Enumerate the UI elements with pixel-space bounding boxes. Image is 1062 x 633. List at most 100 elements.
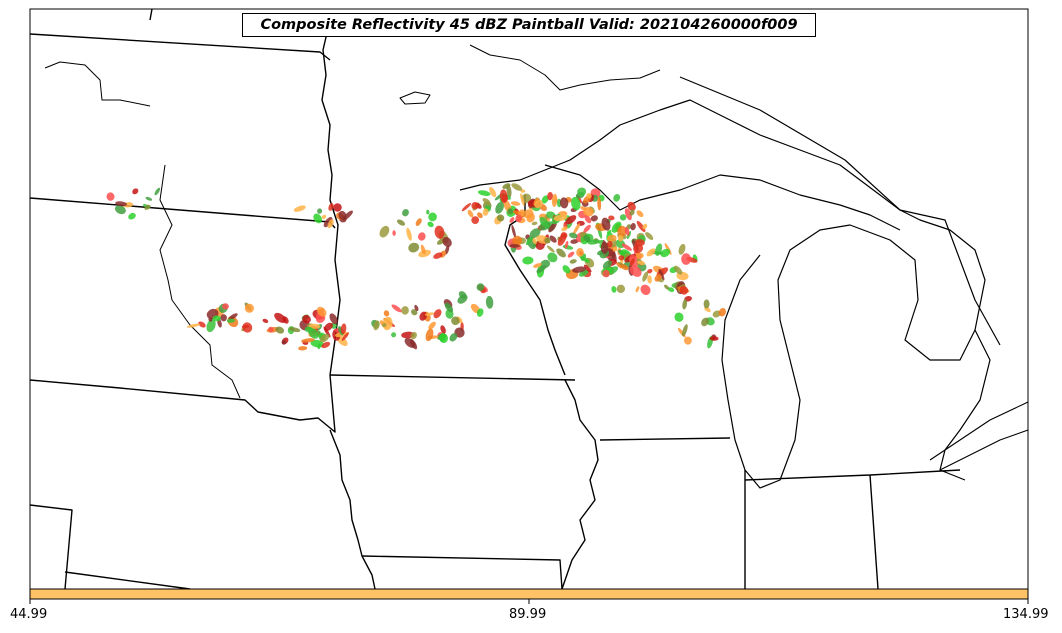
paintball-blob <box>573 223 581 235</box>
colorbar-tick-label: 44.99 <box>10 607 48 622</box>
paintball-blob <box>616 284 625 293</box>
paintball-blob <box>570 239 579 244</box>
paintball-blob <box>301 338 315 343</box>
paintball-blob <box>262 318 269 323</box>
paintball-blob <box>427 221 434 228</box>
paintball-blob <box>417 232 426 241</box>
sd-ne-border <box>29 374 336 433</box>
missouri-river <box>159 164 241 399</box>
paintball-blob <box>477 190 491 196</box>
paintball-blob <box>525 236 534 246</box>
paintball-blob <box>613 194 621 202</box>
paintball-blob <box>546 245 555 253</box>
paintball-blob <box>212 315 222 322</box>
paintball-blob <box>616 262 622 268</box>
paintball-blob <box>321 341 331 349</box>
paintball-blob <box>553 214 568 222</box>
paintball-blob <box>420 244 426 255</box>
paintball-blob <box>411 309 418 316</box>
paintball-blob <box>373 320 380 331</box>
paintball-blob <box>617 225 627 237</box>
colorbar-tick-label: 134.99 <box>1003 607 1049 622</box>
paintball-blob <box>630 222 636 231</box>
colorbar <box>29 588 1029 600</box>
paintball-blob <box>569 259 577 264</box>
paintball-blob <box>654 274 662 282</box>
paintball-blob <box>242 322 253 333</box>
paintball-blob <box>567 251 575 258</box>
paintball-blob <box>382 323 387 328</box>
paintball-blob <box>612 247 618 252</box>
paintball-blob <box>548 222 557 233</box>
ne-ks-borders <box>29 504 191 590</box>
paintball-blob <box>547 192 554 201</box>
paintball-blob <box>302 314 311 324</box>
paintball-blob <box>410 331 417 340</box>
paintball-blob <box>590 215 598 222</box>
paintball-blob <box>583 234 591 243</box>
ia-west-border <box>329 429 376 590</box>
paintball-blob <box>678 243 686 255</box>
paintball-blob <box>222 303 229 310</box>
paintball-blob <box>618 255 625 261</box>
paintball-blob <box>396 219 406 226</box>
paintball-blob <box>606 240 613 248</box>
paintball-blob <box>471 201 479 210</box>
paintball-blob <box>642 271 649 282</box>
paintball-blob <box>709 336 719 341</box>
paintball-blob <box>333 203 342 212</box>
paintball-blob <box>673 265 683 275</box>
paintball-blob <box>624 208 632 221</box>
paintball-blob <box>449 333 458 342</box>
paintball-blob <box>617 234 624 242</box>
paintball-blob <box>206 319 216 333</box>
paintball-blob <box>531 237 537 245</box>
paintball-blob <box>541 195 549 204</box>
paintball-blob <box>340 323 347 335</box>
mn-ia-border <box>329 374 576 381</box>
paintball-blob <box>636 210 644 218</box>
paintball-blob <box>198 321 206 328</box>
paintball-blob <box>482 198 491 205</box>
paintball-blob <box>439 333 449 343</box>
paintball-blob <box>511 183 523 191</box>
paintball-blob <box>510 201 521 206</box>
paintball-blob <box>341 332 349 341</box>
mn-west-border <box>321 19 341 376</box>
paintball-blob <box>509 217 515 223</box>
paintball-blob <box>226 318 235 323</box>
paintball-blob <box>629 258 635 267</box>
paintball-blob <box>317 208 323 214</box>
paintball-blob <box>451 316 460 326</box>
paintball-blob <box>620 264 629 271</box>
paintball-blob <box>424 312 435 316</box>
lake-michigan-shore <box>721 224 976 489</box>
paintball-blob <box>682 299 688 310</box>
ontario-border <box>679 76 1001 346</box>
map-title: Composite Reflectivity 45 dBZ Paintball … <box>242 13 816 37</box>
paintball-blob <box>228 313 238 320</box>
lake-superior-shore <box>459 99 991 481</box>
paintball-blob <box>382 316 393 331</box>
paintball-blob <box>461 202 472 212</box>
paintball-blob <box>531 221 538 226</box>
paintball-blob <box>572 266 587 273</box>
paintball-blob <box>281 340 287 345</box>
paintball-blob <box>559 197 569 209</box>
paintball-blob <box>679 285 689 295</box>
paintball-blob <box>383 310 390 317</box>
paintball-blob <box>718 307 727 317</box>
lake-erie-shore <box>929 401 1029 471</box>
paintball-blob <box>444 302 454 313</box>
paintball-blob <box>642 223 648 230</box>
paintball-blob <box>442 236 452 248</box>
paintball-blob <box>115 201 127 207</box>
paintball-blob <box>433 309 442 319</box>
paintball-blob <box>645 232 654 240</box>
paintball-blob <box>433 252 443 259</box>
paintball-blob <box>328 203 334 211</box>
paintball-blob <box>275 326 285 334</box>
paintball-blob <box>515 214 523 223</box>
paintball-blob <box>536 265 547 273</box>
paintball-blob <box>511 224 516 238</box>
